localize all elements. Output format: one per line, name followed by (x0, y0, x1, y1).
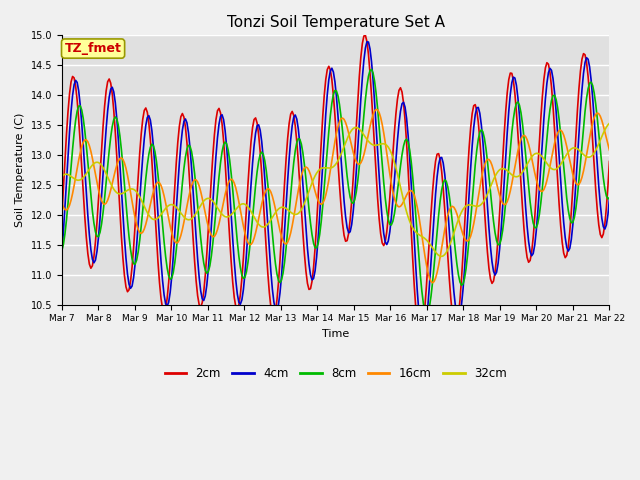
8cm (125, 234, 133, 240)
8cm (298, 141, 305, 147)
Line: 8cm: 8cm (62, 70, 609, 315)
2cm (239, 255, 247, 261)
Line: 2cm: 2cm (62, 36, 609, 337)
16cm (578, 174, 586, 180)
Line: 4cm: 4cm (62, 42, 609, 336)
2cm (58, 212, 66, 217)
16cm (372, 107, 380, 112)
Legend: 2cm, 4cm, 8cm, 16cm, 32cm: 2cm, 4cm, 8cm, 16cm, 32cm (160, 362, 511, 385)
32cm (58, 174, 66, 180)
16cm (429, 280, 436, 286)
16cm (239, 223, 247, 229)
4cm (420, 334, 428, 339)
8cm (578, 142, 586, 148)
2cm (578, 56, 586, 62)
16cm (605, 147, 613, 153)
16cm (58, 201, 66, 206)
32cm (438, 253, 445, 259)
16cm (249, 240, 257, 245)
2cm (125, 287, 133, 293)
2cm (249, 125, 257, 131)
4cm (578, 86, 586, 92)
32cm (605, 120, 613, 126)
2cm (605, 158, 613, 164)
4cm (605, 196, 613, 202)
32cm (239, 201, 247, 207)
4cm (221, 128, 229, 133)
8cm (239, 276, 247, 281)
32cm (249, 211, 257, 217)
4cm (58, 249, 66, 255)
8cm (58, 248, 66, 253)
8cm (422, 312, 430, 318)
X-axis label: Time: Time (322, 329, 349, 339)
8cm (221, 139, 229, 145)
Title: Tonzi Soil Temperature Set A: Tonzi Soil Temperature Set A (227, 15, 445, 30)
4cm (239, 287, 247, 292)
32cm (221, 214, 229, 219)
16cm (221, 192, 229, 197)
16cm (298, 173, 305, 179)
32cm (125, 187, 133, 192)
8cm (249, 215, 257, 221)
2cm (298, 206, 305, 212)
4cm (249, 161, 257, 167)
4cm (363, 39, 371, 45)
Line: 16cm: 16cm (62, 109, 609, 283)
2cm (221, 159, 229, 165)
32cm (298, 207, 305, 213)
Y-axis label: Soil Temperature (C): Soil Temperature (C) (15, 113, 25, 227)
2cm (417, 335, 424, 340)
4cm (125, 281, 133, 287)
2cm (362, 33, 369, 38)
32cm (577, 149, 584, 155)
8cm (605, 194, 613, 200)
Text: TZ_fmet: TZ_fmet (65, 42, 122, 55)
16cm (125, 180, 133, 186)
4cm (298, 160, 305, 166)
8cm (367, 67, 375, 72)
Line: 32cm: 32cm (62, 123, 609, 256)
